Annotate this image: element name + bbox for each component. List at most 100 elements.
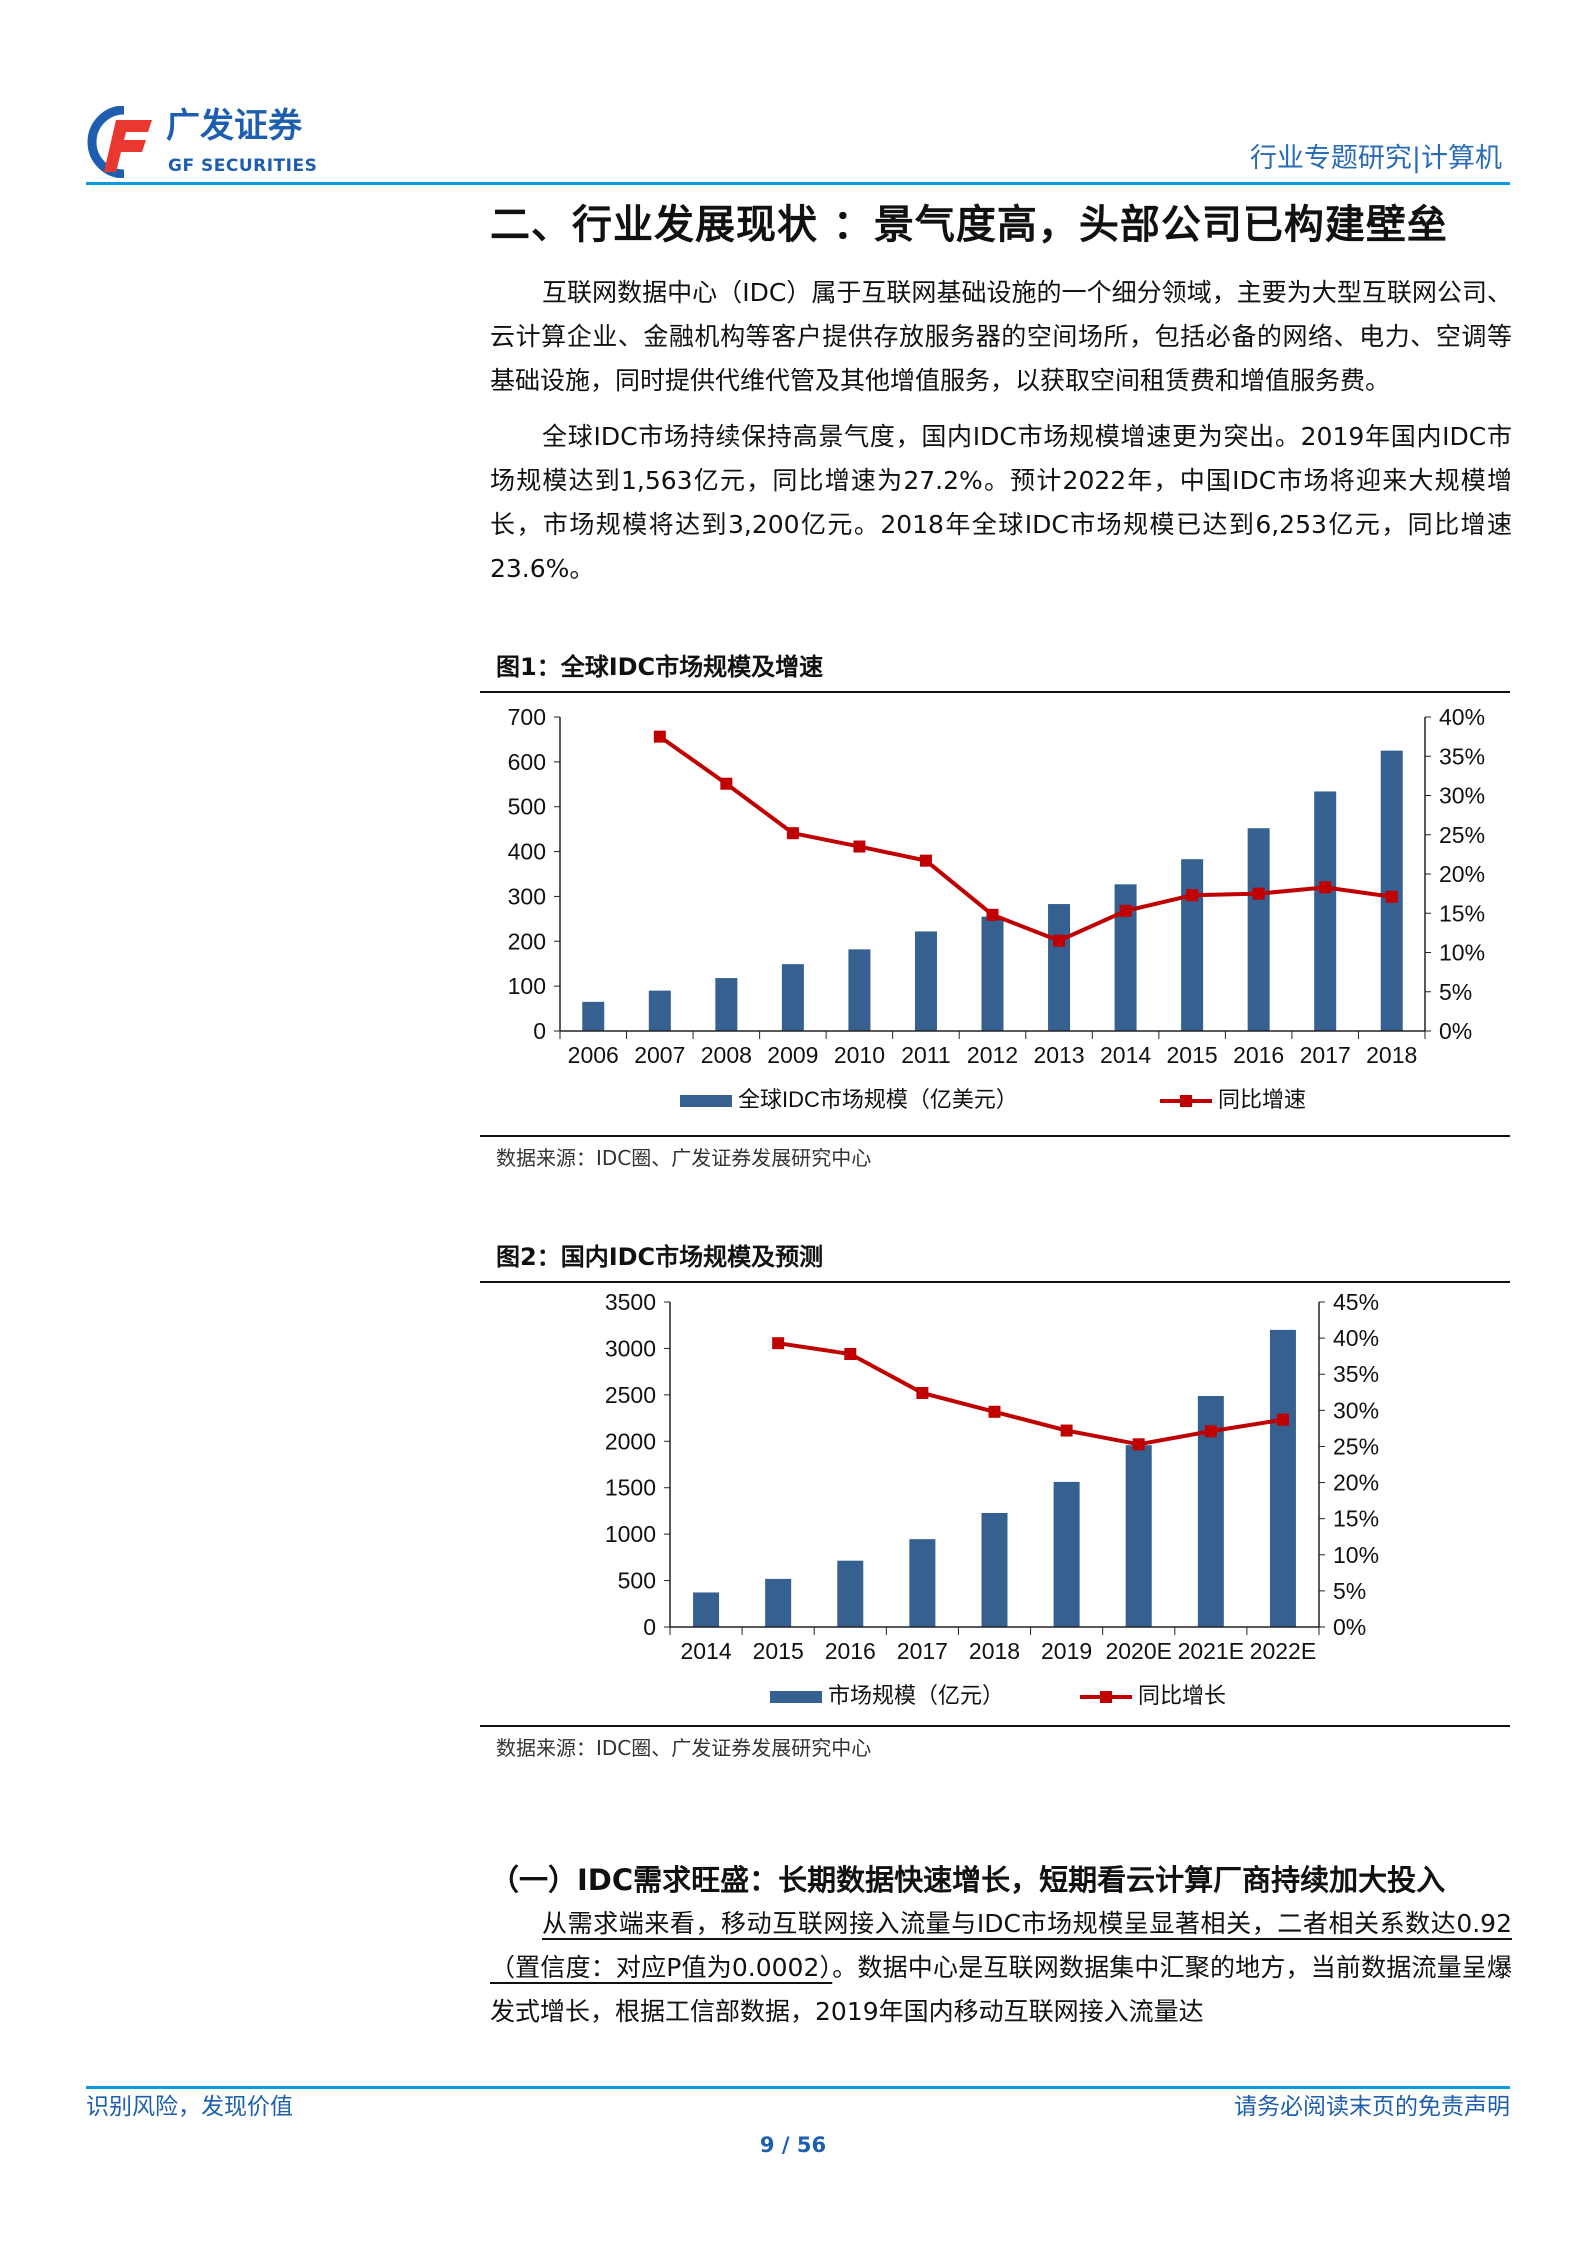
bar-2015 — [1181, 859, 1204, 1031]
x-tick-label: 2012 — [967, 1042, 1018, 1068]
x-tick-label: 2022E — [1250, 1638, 1317, 1664]
growth-marker — [1132, 1438, 1145, 1451]
left-tick-label: 3500 — [605, 1289, 656, 1315]
growth-marker — [720, 777, 733, 790]
growth-marker — [1060, 1424, 1073, 1437]
right-tick-label: 20% — [1439, 861, 1485, 887]
figure-1-bottom-rule — [480, 1135, 1510, 1137]
bar-2013 — [1048, 904, 1071, 1031]
logo-text-en: GF SECURITIES — [168, 156, 318, 176]
page-number: 9 / 56 — [759, 2133, 827, 2157]
growth-marker — [1252, 887, 1265, 900]
growth-marker — [986, 908, 999, 921]
page-title: 二、行业发展现状 ：景气度高，头部公司已构建壁垒 — [490, 202, 1448, 248]
gf-securities-logo: 广发证券 GF SECURITIES — [86, 105, 356, 182]
intro-paragraphs: 互联网数据中心（IDC）属于互联网基础设施的一个细分领域，主要为大型互联网公司、… — [490, 271, 1512, 603]
growth-marker — [916, 1387, 929, 1399]
left-tick-label: 2500 — [605, 1382, 656, 1408]
bar-2007 — [648, 990, 671, 1031]
x-tick-label: 2010 — [834, 1042, 885, 1068]
x-tick-label: 2014 — [680, 1638, 731, 1664]
footer-slogan: 识别风险，发现价值 — [86, 2094, 293, 2120]
bar-2016 — [1247, 828, 1270, 1031]
x-tick-label: 2015 — [753, 1638, 804, 1664]
underlined-text: 从需求端来看，移动互联网接入流量与IDC市场规模呈显著相关，二者相关系数达0.9… — [490, 1909, 1512, 1982]
left-tick-label: 400 — [508, 839, 546, 865]
bar-2018 — [981, 1512, 1008, 1627]
section-paragraph: 从需求端来看，移动互联网接入流量与IDC市场规模呈显著相关，二者相关系数达0.9… — [490, 1902, 1512, 2034]
growth-marker — [988, 1405, 1001, 1418]
left-tick-label: 0 — [533, 1018, 546, 1044]
footer-divider — [86, 2086, 1510, 2089]
figure-2-bottom-rule — [480, 1725, 1510, 1727]
chart-china-idc-market: 0 500 1000 1500 2000 2500 3000 3500 0% 5% 10% 15% 20… — [605, 1289, 1379, 1708]
bar-2017 — [909, 1539, 936, 1627]
bar-2008 — [715, 978, 738, 1031]
left-tick-label: 2000 — [605, 1428, 656, 1454]
right-tick-label: 45% — [1333, 1289, 1379, 1315]
bar-2015 — [765, 1578, 792, 1627]
legend-bar-swatch — [770, 1691, 822, 1703]
x-tick-label: 2016 — [1233, 1042, 1284, 1068]
left-tick-label: 600 — [508, 749, 546, 775]
x-tick-label: 2018 — [1366, 1042, 1417, 1068]
right-tick-label: 10% — [1439, 940, 1485, 966]
right-tick-label: 35% — [1439, 743, 1485, 769]
left-tick-label: 200 — [508, 928, 546, 954]
figure-2-top-rule — [480, 1281, 1510, 1283]
growth-marker — [853, 840, 866, 853]
bar-2014 — [693, 1592, 720, 1627]
right-tick-label: 0% — [1333, 1614, 1366, 1640]
left-tick-label: 1000 — [605, 1521, 656, 1547]
right-tick-label: 20% — [1333, 1470, 1379, 1496]
right-tick-label: 15% — [1333, 1506, 1379, 1532]
bar-2006 — [582, 1001, 605, 1031]
right-tick-label: 40% — [1333, 1325, 1379, 1351]
x-tick-label: 2013 — [1033, 1042, 1084, 1068]
figure-2-title: 图2：国内IDC市场规模及预测 — [496, 1243, 824, 1271]
right-tick-label: 30% — [1439, 783, 1485, 809]
x-tick-label: 2015 — [1167, 1042, 1218, 1068]
growth-marker — [844, 1348, 857, 1360]
right-tick-label: 25% — [1439, 822, 1485, 848]
right-tick-label: 25% — [1333, 1433, 1379, 1459]
x-tick-label: 2007 — [634, 1042, 685, 1068]
growth-marker — [919, 854, 932, 867]
right-tick-label: 10% — [1333, 1542, 1379, 1568]
right-tick-label: 15% — [1439, 900, 1485, 926]
bar-2014 — [1114, 884, 1137, 1031]
x-tick-label: 2019 — [1041, 1638, 1092, 1664]
x-tick-label: 2017 — [897, 1638, 948, 1664]
legend-bar-label: 全球IDC市场规模（亿美元） — [738, 1087, 1018, 1112]
legend-bar-swatch — [680, 1095, 732, 1107]
gf-logo-icon — [87, 105, 152, 179]
footer-disclaimer-link[interactable]: 请务必阅读末页的免责声明 — [1234, 2094, 1510, 2120]
x-tick-label: 2014 — [1100, 1042, 1151, 1068]
logo-text-cn: 广发证券 — [166, 106, 302, 146]
right-tick-label: 40% — [1439, 704, 1485, 730]
paragraph-text: 。数据中心是互联网数据集中汇聚的地方，当前数据流量呈爆发式增长，根据工信部数据，… — [490, 1953, 1512, 2026]
bar-2010 — [848, 949, 871, 1031]
x-tick-label: 2008 — [701, 1042, 752, 1068]
bar-2020E — [1125, 1445, 1152, 1627]
bar-2019 — [1053, 1481, 1080, 1627]
growth-marker — [1319, 881, 1332, 894]
legend-line-label: 同比增长 — [1138, 1683, 1226, 1708]
growth-marker — [786, 827, 799, 840]
growth-marker — [653, 730, 666, 743]
x-tick-label: 2017 — [1300, 1042, 1351, 1068]
figure-1-top-rule — [480, 691, 1510, 693]
growth-marker — [772, 1337, 785, 1350]
x-tick-label: 2011 — [901, 1042, 950, 1068]
right-tick-label: 5% — [1333, 1578, 1366, 1604]
growth-marker — [1186, 889, 1199, 902]
right-tick-label: 5% — [1439, 979, 1472, 1005]
left-tick-label: 100 — [508, 973, 546, 999]
bar-2012 — [981, 916, 1004, 1031]
left-tick-label: 300 — [508, 883, 546, 909]
legend-line-marker — [1100, 1691, 1112, 1703]
left-tick-label: 3000 — [605, 1335, 656, 1361]
left-tick-label: 700 — [508, 704, 546, 730]
header-section-label: 行业专题研究|计算机 — [1249, 143, 1502, 174]
growth-marker — [1276, 1413, 1289, 1426]
